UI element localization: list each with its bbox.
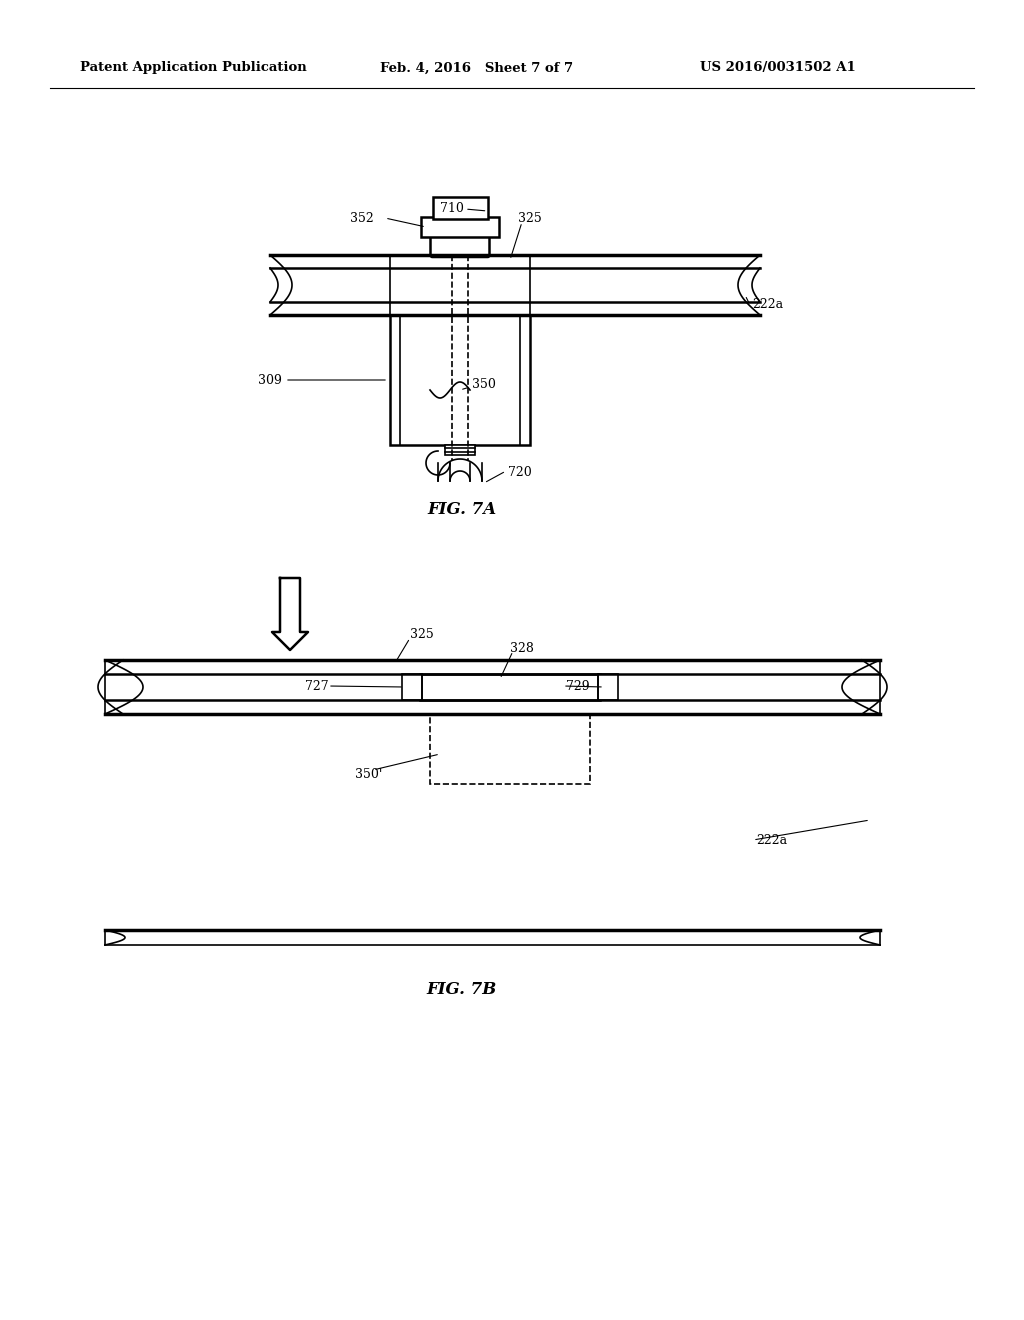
Bar — [598, 675, 618, 700]
Polygon shape — [272, 578, 308, 649]
Text: 309: 309 — [258, 374, 282, 387]
Text: 729: 729 — [566, 680, 590, 693]
Text: FIG. 7B: FIG. 7B — [427, 982, 497, 998]
Bar — [445, 445, 475, 455]
Text: 325: 325 — [410, 628, 434, 642]
Text: 325: 325 — [518, 211, 542, 224]
Bar — [420, 675, 600, 700]
Bar — [421, 216, 499, 238]
Text: 222a: 222a — [756, 833, 787, 846]
Text: Feb. 4, 2016   Sheet 7 of 7: Feb. 4, 2016 Sheet 7 of 7 — [380, 62, 573, 74]
Bar — [432, 197, 487, 219]
Text: 222a: 222a — [752, 298, 783, 312]
Text: 350': 350' — [355, 768, 382, 781]
Text: US 2016/0031502 A1: US 2016/0031502 A1 — [700, 62, 856, 74]
Text: 727: 727 — [305, 680, 329, 693]
Text: 328: 328 — [510, 642, 534, 655]
Text: 352: 352 — [350, 211, 374, 224]
FancyBboxPatch shape — [430, 231, 489, 257]
Text: FIG. 7A: FIG. 7A — [427, 502, 497, 519]
Text: Patent Application Publication: Patent Application Publication — [80, 62, 307, 74]
Text: 710: 710 — [440, 202, 464, 214]
Bar — [402, 675, 422, 700]
Text: 350: 350 — [472, 379, 496, 392]
Bar — [390, 315, 530, 445]
Text: 720: 720 — [508, 466, 531, 479]
Bar — [430, 714, 590, 784]
